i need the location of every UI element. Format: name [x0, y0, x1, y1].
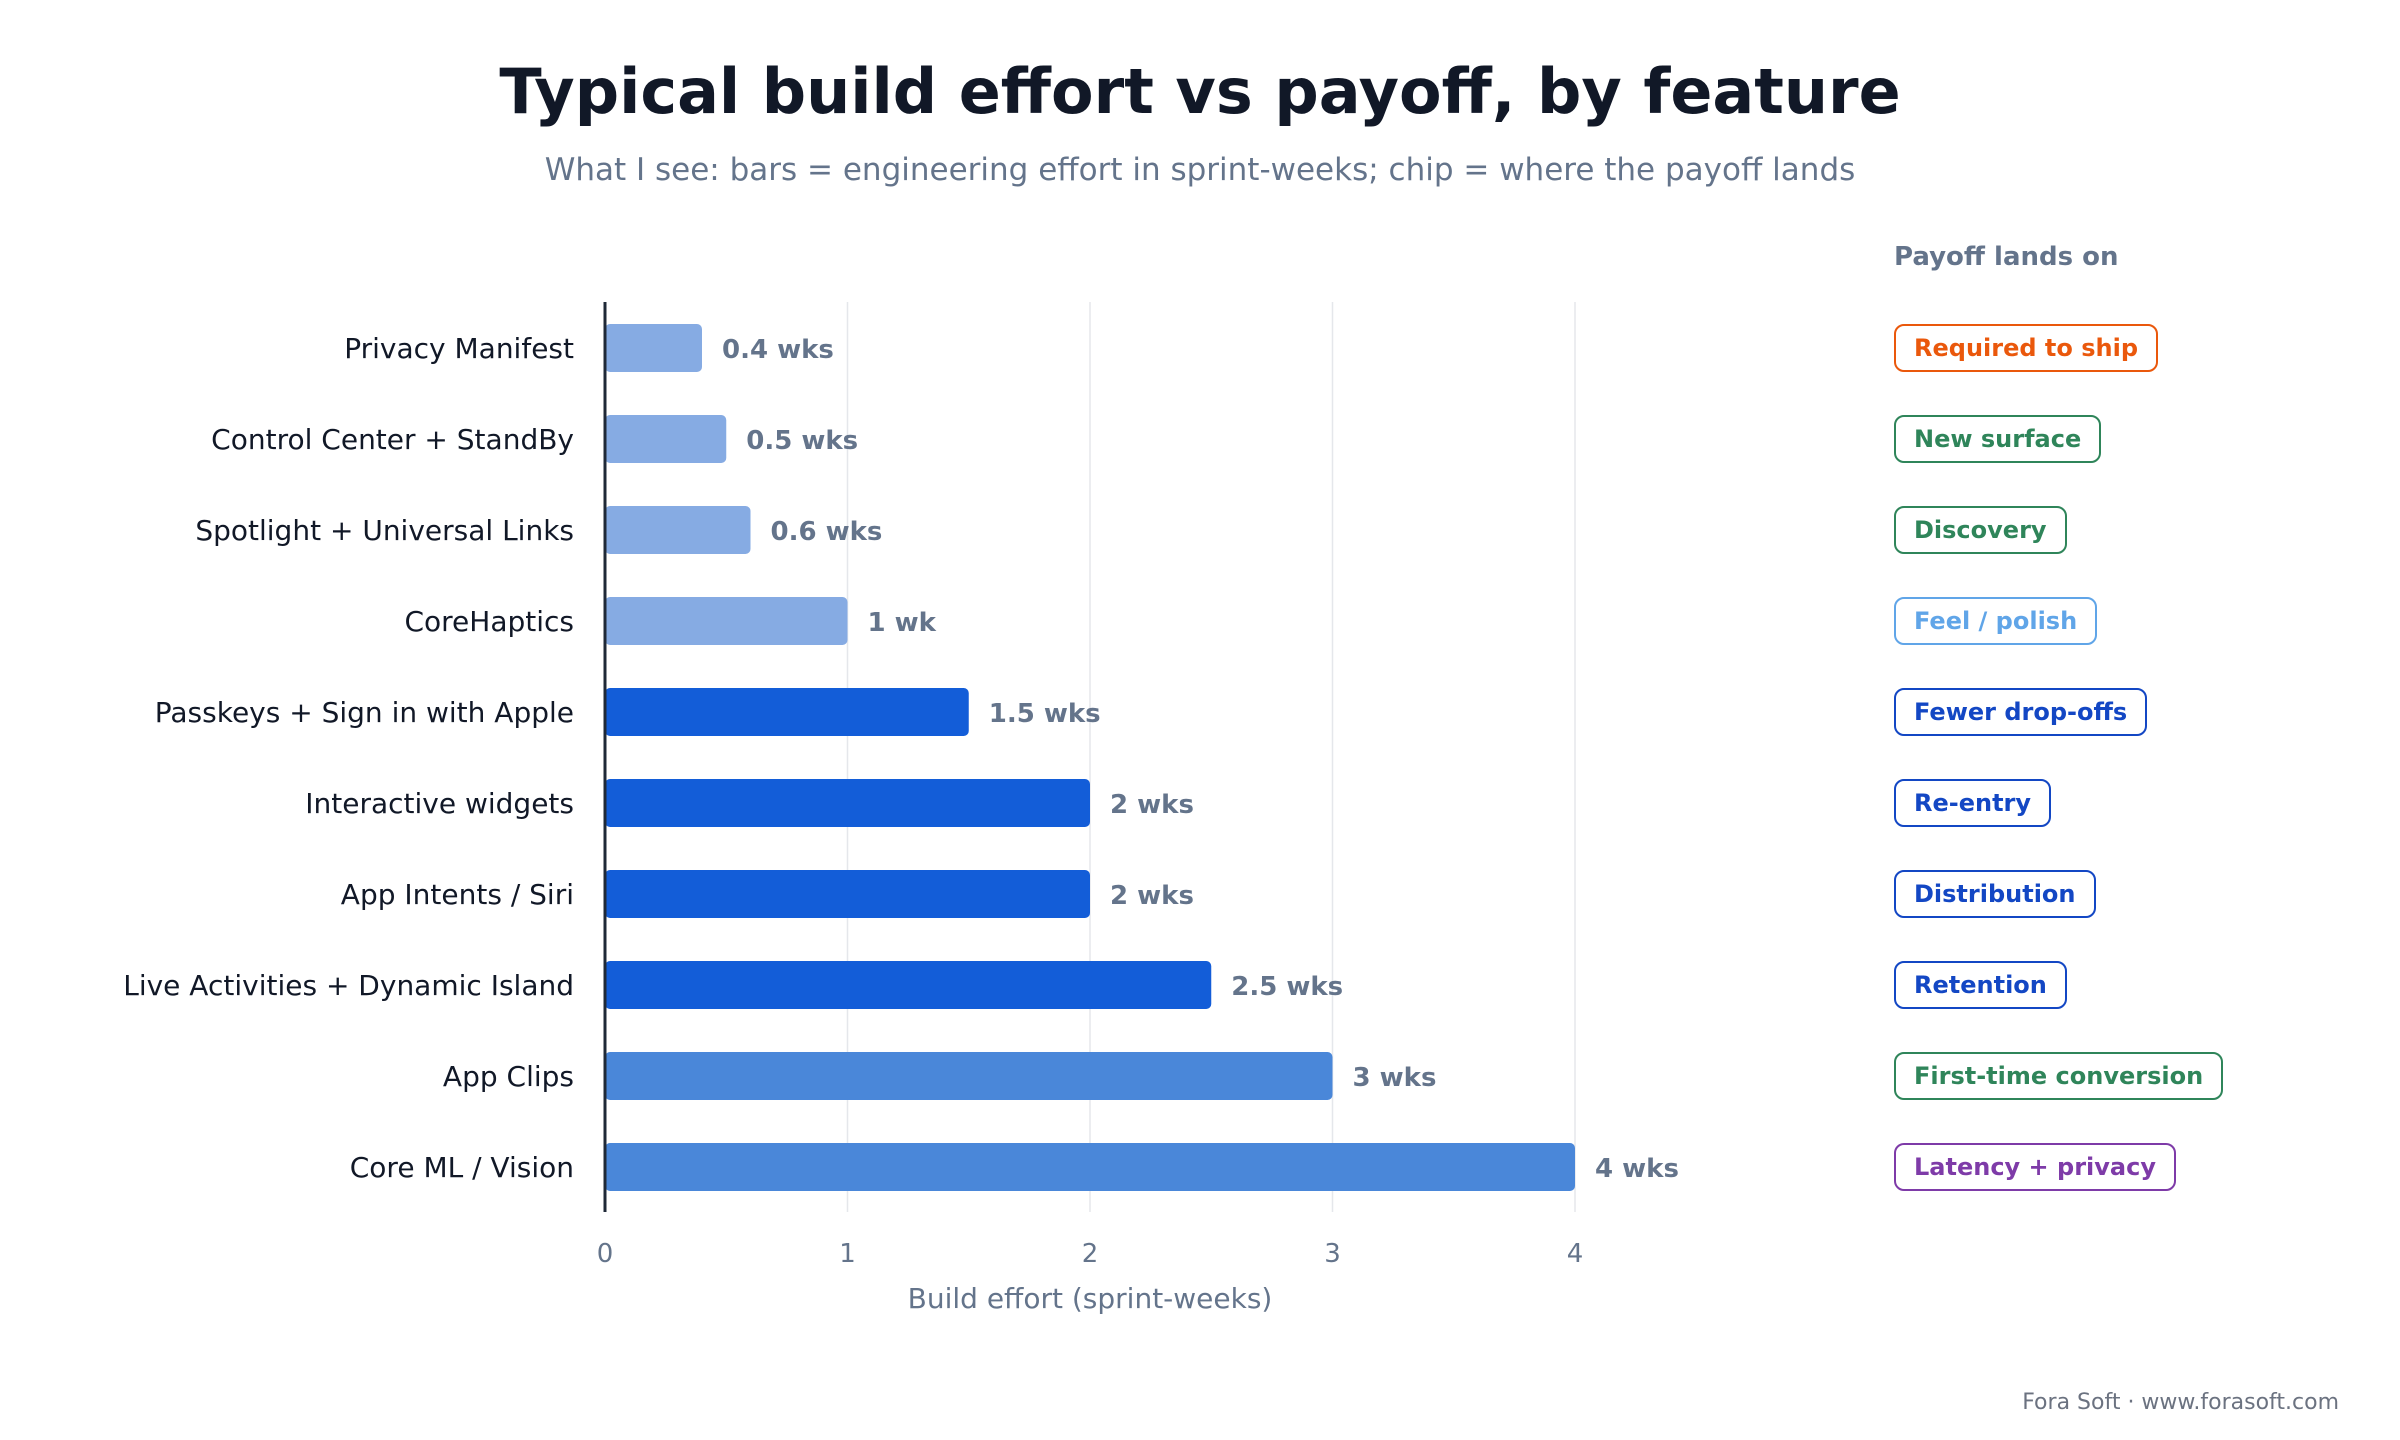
data-label: 2.5 wks — [1231, 972, 1343, 1002]
payoff-chip: Retention — [1894, 961, 2067, 1009]
x-tick-label: 1 — [839, 1239, 856, 1269]
data-label: 0.4 wks — [722, 335, 834, 365]
category-label: Privacy Manifest — [344, 332, 574, 365]
category-label: CoreHaptics — [404, 605, 574, 638]
bar — [605, 688, 969, 736]
chart-subtitle: What I see: bars = engineering effort in… — [544, 152, 1856, 188]
chart-title: Typical build effort vs payoff, by featu… — [499, 55, 1901, 128]
payoff-chip: Re-entry — [1894, 779, 2052, 827]
x-axis-ticks: 0 1 2 3 4 — [597, 1239, 1584, 1269]
bar — [605, 415, 727, 463]
bar — [605, 961, 1212, 1009]
data-label: 2 wks — [1110, 881, 1194, 911]
category-label: Core ML / Vision — [350, 1151, 574, 1184]
category-label: Passkeys + Sign in with Apple — [155, 696, 574, 729]
payoff-chip: Fewer drop-offs — [1894, 688, 2148, 736]
payoff-header: Payoff lands on — [1894, 242, 2119, 272]
x-tick-label: 2 — [1082, 1239, 1099, 1269]
category-label: Spotlight + Universal Links — [195, 514, 574, 547]
footer-credit: Fora Soft · www.forasoft.com — [2022, 1390, 2339, 1415]
category-label: Live Activities + Dynamic Island — [123, 969, 574, 1002]
data-label: 1.5 wks — [989, 699, 1101, 729]
payoff-chip: Discovery — [1894, 506, 2067, 554]
bar — [605, 506, 751, 554]
category-label: App Intents / Siri — [341, 878, 574, 911]
payoff-chip: Required to ship — [1894, 324, 2158, 372]
payoff-chip: First-time conversion — [1894, 1052, 2224, 1100]
category-label: App Clips — [443, 1060, 574, 1093]
x-tick-label: 4 — [1567, 1239, 1584, 1269]
payoff-chip: New surface — [1894, 415, 2102, 463]
payoff-chip: Latency + privacy — [1894, 1143, 2176, 1191]
bar — [605, 1052, 1333, 1100]
data-label: 1 wk — [868, 608, 937, 638]
bar — [605, 779, 1090, 827]
bar — [605, 1143, 1575, 1191]
data-label: 0.6 wks — [771, 517, 883, 547]
bar — [605, 597, 848, 645]
data-label: 4 wks — [1595, 1154, 1679, 1184]
data-label: 3 wks — [1353, 1063, 1437, 1093]
bar — [605, 870, 1090, 918]
value-labels: 0.4 wks 0.5 wks 0.6 wks 1 wk 1.5 wks 2 wks 2 w… — [722, 335, 1679, 1184]
x-tick-label: 3 — [1324, 1239, 1341, 1269]
data-label: 0.5 wks — [746, 426, 858, 456]
category-label: Interactive widgets — [305, 787, 574, 820]
payoff-chip: Feel / polish — [1894, 597, 2098, 645]
category-label: Control Center + StandBy — [211, 423, 574, 456]
x-tick-label: 0 — [597, 1239, 614, 1269]
bars — [605, 324, 1575, 1191]
category-labels: Privacy Manifest Control Center + StandBy… — [123, 332, 574, 1184]
x-axis-label: Build effort (sprint-weeks) — [908, 1282, 1273, 1315]
payoff-chip: Distribution — [1894, 870, 2096, 918]
bar — [605, 324, 702, 372]
data-label: 2 wks — [1110, 790, 1194, 820]
